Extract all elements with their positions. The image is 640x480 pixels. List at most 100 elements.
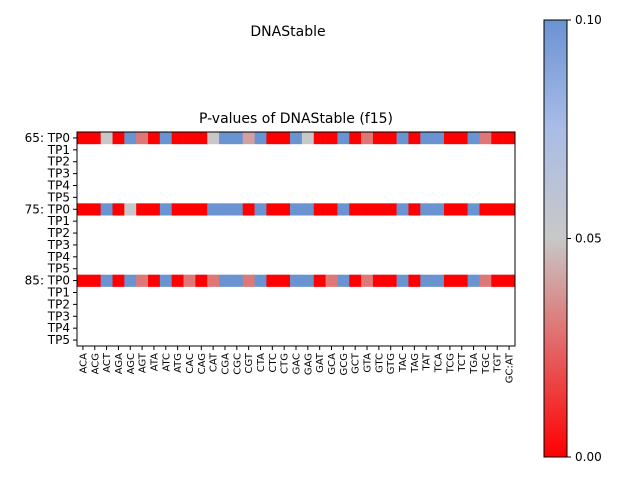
x-tick-label: ACA — [78, 353, 89, 374]
heatmap-cell — [100, 274, 113, 287]
x-tick-label: AGA — [114, 353, 125, 374]
heatmap-cell — [443, 203, 457, 216]
heatmap-cell — [408, 203, 421, 216]
heatmap-cell — [230, 132, 244, 145]
heatmap-cell — [313, 203, 326, 216]
heatmap-cell — [171, 132, 184, 145]
heatmap-cell — [455, 274, 468, 287]
colorbar-tick-label: 0.00 — [575, 450, 602, 464]
y-tick-label: TP2 — [47, 226, 70, 240]
x-tick-label: GAC — [292, 353, 303, 374]
heatmap-cell — [159, 203, 172, 216]
x-tick-label: TGC — [481, 353, 492, 375]
heatmap-cell — [325, 203, 338, 216]
heatmap-cell — [290, 274, 303, 287]
heatmap-cell — [159, 274, 172, 287]
heatmap-cell — [88, 203, 101, 216]
heatmap-cell — [491, 132, 504, 145]
x-tick-label: GAG — [303, 353, 314, 375]
heatmap-cell — [384, 132, 397, 145]
heatmap-cell — [77, 132, 90, 145]
x-tick-label: GTG — [386, 353, 397, 374]
heatmap-cell — [325, 274, 338, 287]
heatmap-cell — [124, 132, 137, 145]
heatmap-cell — [148, 203, 161, 216]
heatmap-cell — [491, 274, 504, 287]
heatmap-cell — [479, 132, 492, 145]
x-tick-label: ACT — [102, 352, 113, 373]
y-tick-label: TP5 — [47, 333, 70, 347]
heatmap-cell — [301, 132, 315, 145]
y-tick-label: TP2 — [47, 155, 70, 169]
heatmap-cell — [207, 274, 220, 287]
heatmap-cell — [254, 274, 267, 287]
heatmap-cell — [219, 132, 232, 145]
heatmap-cell — [124, 274, 137, 287]
heatmap-cell — [290, 132, 303, 145]
x-tick-label: GTA — [363, 353, 374, 373]
x-tick-label: GAT — [315, 352, 326, 373]
x-tick-label: CAG — [197, 353, 208, 374]
y-tick-label: 65: TP0 — [25, 131, 70, 145]
x-tick-label: TAC — [398, 353, 409, 373]
x-tick-label: ACG — [90, 353, 101, 374]
y-tick-label: TP1 — [47, 286, 70, 300]
heatmap-cell — [372, 132, 386, 145]
heatmap-cell — [207, 132, 220, 145]
heatmap-cell — [242, 274, 255, 287]
heatmap-cell — [242, 132, 255, 145]
heatmap-cell — [408, 132, 421, 145]
heatmap-cell — [195, 132, 208, 145]
heatmap-cell — [100, 203, 113, 216]
heatmap-cell — [396, 203, 409, 216]
heatmap-cell — [503, 274, 516, 287]
heatmap-cell — [266, 203, 279, 216]
heatmap-cell — [361, 274, 374, 287]
heatmap-cell — [384, 274, 397, 287]
heatmap-cell — [266, 132, 279, 145]
heatmap-cell — [195, 274, 208, 287]
heatmap-cell — [242, 203, 255, 216]
heatmap-cell — [183, 132, 196, 145]
heatmap-cell — [313, 274, 326, 287]
x-tick-label: CGC — [232, 353, 243, 375]
x-tick-label: CGT — [244, 352, 255, 373]
heatmap-cell — [467, 132, 480, 145]
y-tick-label: TP3 — [47, 167, 70, 181]
heatmap-cell — [491, 203, 504, 216]
heatmap-cell — [361, 132, 374, 145]
heatmap-cell — [278, 132, 291, 145]
heatmap-cell — [361, 203, 374, 216]
y-tick-label: TP1 — [47, 214, 70, 228]
heatmap-cell — [88, 274, 101, 287]
heatmap-cell — [290, 203, 303, 216]
colorbar-tick-label: 0.05 — [575, 232, 602, 246]
heatmap-cell — [349, 274, 362, 287]
heatmap-cell — [266, 274, 279, 287]
heatmap-cell — [171, 203, 184, 216]
heatmap-cell — [88, 132, 101, 145]
x-tick-label: GC:AT — [505, 352, 516, 383]
y-tick-label: TP5 — [47, 190, 70, 204]
heatmap-cell — [337, 274, 350, 287]
colorbar-ticks: 0.00 0.05 0.10 — [567, 13, 602, 464]
heatmap-cell — [77, 203, 90, 216]
heatmap-cell — [136, 203, 149, 216]
y-tick-label: TP3 — [47, 238, 70, 252]
heatmap-cell — [396, 274, 409, 287]
x-tick-label: ATG — [173, 353, 184, 373]
heatmap-cell — [408, 274, 421, 287]
x-tick-label: AGT — [138, 352, 149, 373]
heatmap-cell — [349, 203, 362, 216]
heatmap-cell — [148, 132, 161, 145]
heatmap-cell — [325, 132, 338, 145]
heatmap-cell — [195, 203, 208, 216]
x-tick-label: GTC — [374, 353, 385, 373]
x-tick-label: TCG — [445, 353, 456, 374]
colorbar-gradient — [543, 19, 568, 458]
x-tick-label: TCT — [457, 352, 468, 373]
heatmap-cell — [219, 274, 232, 287]
heatmap-cell — [443, 132, 457, 145]
x-tick-label: TGT — [493, 352, 504, 374]
x-tick-label: TAG — [410, 353, 421, 374]
